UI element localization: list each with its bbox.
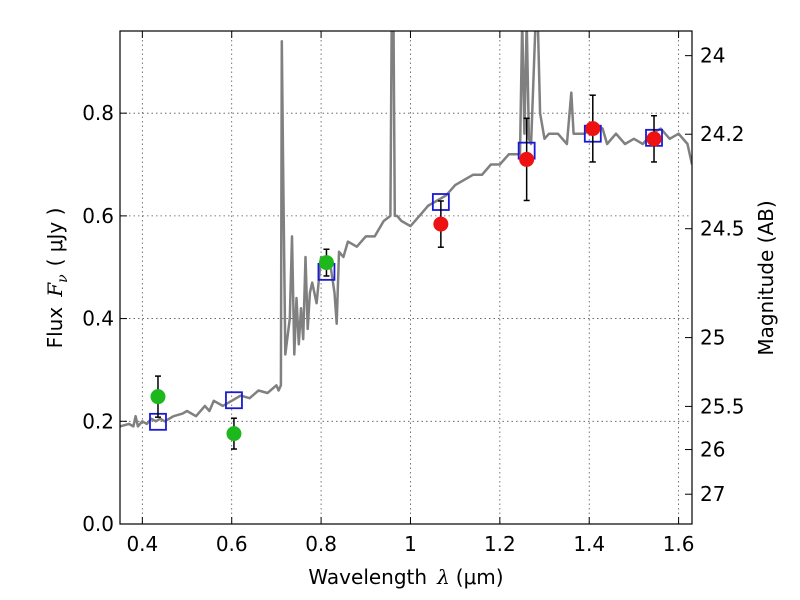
green-point-marker	[318, 255, 334, 271]
x-tick-label: 1.2	[484, 532, 516, 556]
y-tick-label: 0.2	[82, 409, 114, 433]
mag-tick-label: 25	[700, 326, 725, 350]
model-square-marker	[225, 391, 243, 410]
mag-tick-label: 26	[700, 438, 725, 462]
y-tick-label: 0.4	[82, 307, 114, 331]
grid-lines	[120, 31, 692, 525]
x-axis-title-unit: (μm)	[456, 565, 504, 589]
y-axis-title: Flux Fν ( μJy )	[43, 208, 71, 349]
y-tick-label: 0.8	[82, 101, 114, 125]
mag-tick-label: 25.5	[700, 394, 745, 418]
x-axis-title-symbol: λ	[436, 565, 450, 589]
model-spectrum-line	[120, 31, 692, 428]
x-axis-title: Wavelength λ (μm)	[308, 565, 503, 589]
y2-axis-title: Magnitude (AB)	[754, 200, 778, 355]
mag-tick-label: 27	[700, 482, 725, 506]
y-axis-title-symbol: F	[43, 282, 67, 298]
x-tick-label: 1.6	[663, 532, 695, 556]
x-tick-label: 1	[404, 532, 417, 556]
mag-tick-label: 24.5	[700, 217, 745, 241]
y-axis-title-unit: ( μJy )	[43, 208, 67, 267]
axis-ticks: 0.4 0.6 0.8 1 1.2 1.4 1.6 0.0 0.2 0.4 0.6 0.8 24 24.2…	[82, 31, 745, 556]
red-point-marker	[519, 151, 535, 167]
y-tick-label: 0.0	[82, 512, 114, 536]
x-tick-label: 0.4	[126, 532, 158, 556]
y-axis-title-prefix: Flux	[43, 307, 67, 349]
x-tick-label: 0.6	[216, 532, 248, 556]
red-point-marker	[646, 131, 662, 147]
mag-tick-label: 24	[700, 44, 725, 68]
green-point-marker	[150, 389, 166, 405]
plot-area	[120, 31, 692, 450]
data-layer	[120, 31, 692, 450]
x-axis-title-prefix: Wavelength	[308, 565, 427, 589]
red-point-marker	[433, 216, 449, 232]
plot-frame	[119, 30, 693, 525]
x-tick-label: 1.4	[573, 532, 605, 556]
y-tick-label: 0.6	[82, 204, 114, 228]
y-axis-title-subscript: ν	[55, 274, 71, 283]
mag-tick-label: 24.2	[700, 122, 745, 146]
red-point-marker	[585, 121, 601, 137]
green-point-marker	[226, 426, 242, 442]
x-tick-label: 0.8	[305, 532, 337, 556]
